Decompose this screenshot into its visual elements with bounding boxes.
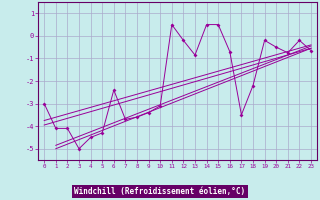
Text: Windchill (Refroidissement éolien,°C): Windchill (Refroidissement éolien,°C) [75,187,245,196]
